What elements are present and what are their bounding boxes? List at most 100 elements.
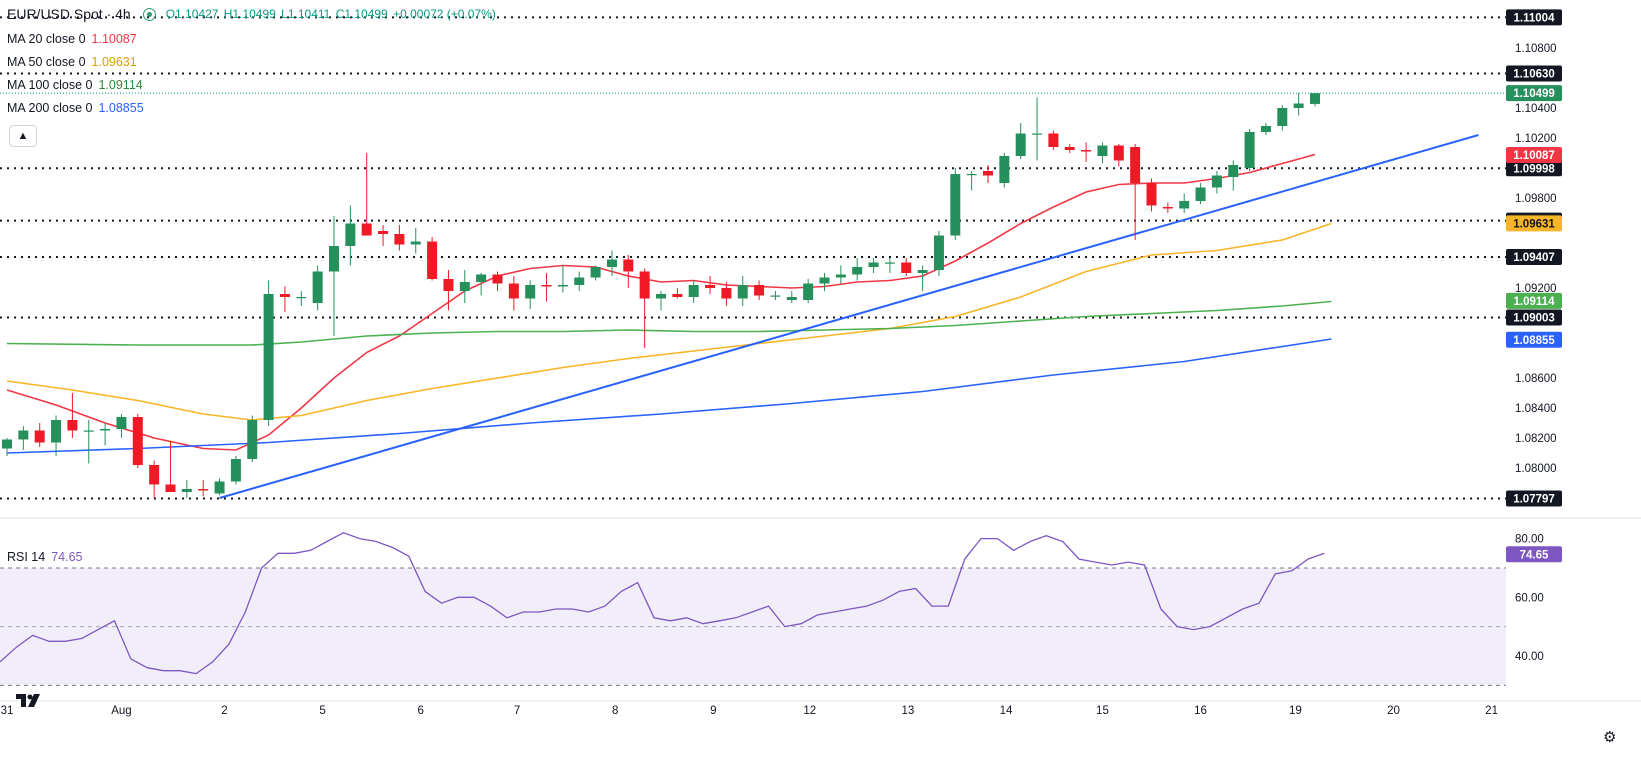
x-tick-label-5: 7 bbox=[514, 705, 520, 717]
candle-73 bbox=[1195, 183, 1206, 204]
trendline bbox=[219, 134, 1479, 499]
candle-29 bbox=[476, 273, 487, 296]
candle-body bbox=[688, 285, 699, 297]
candle-26 bbox=[427, 237, 438, 281]
candle-body bbox=[459, 282, 470, 291]
candle-71 bbox=[1162, 202, 1173, 213]
candle-body bbox=[574, 277, 585, 285]
legend-ma100-value: 1.09114 bbox=[98, 78, 143, 92]
candle-body bbox=[721, 288, 732, 299]
candle-body bbox=[51, 420, 62, 443]
rsi-current-label-box bbox=[1506, 546, 1562, 563]
price-line-label-6: 1.07797 bbox=[1506, 490, 1562, 507]
candle-body bbox=[1228, 165, 1239, 177]
candle-30 bbox=[492, 271, 503, 291]
candle-body bbox=[230, 459, 241, 482]
price-line-label-4-box bbox=[1506, 248, 1562, 265]
candle-68 bbox=[1113, 144, 1124, 167]
candle-body bbox=[1032, 133, 1043, 135]
x-tick-label-10: 14 bbox=[1000, 705, 1013, 717]
candle-36 bbox=[590, 265, 601, 281]
legend-ma50[interactable]: MA 50 close 0 1.09631 bbox=[7, 54, 137, 70]
x-tick-label-1: Aug bbox=[111, 705, 131, 717]
candle-62 bbox=[1015, 123, 1026, 159]
price-line-label-0-box bbox=[1506, 9, 1562, 26]
ohlc-close: C1.10499 bbox=[335, 7, 388, 21]
legend-ma200-label: MA 200 close 0 bbox=[7, 101, 93, 115]
current-price-label-box bbox=[1506, 85, 1562, 102]
x-tick-label-15: 21 bbox=[1485, 705, 1498, 717]
candle-13 bbox=[214, 478, 225, 495]
x-tick-label-4: 6 bbox=[417, 705, 423, 717]
ohlc-values: O1.10427 H1.10499 L1.10411 C1.10499 +0.0… bbox=[166, 7, 498, 21]
candle-body bbox=[410, 241, 421, 245]
candle-22 bbox=[361, 153, 372, 236]
ohlc-open: O1.10427 bbox=[165, 7, 219, 21]
candle-74 bbox=[1211, 171, 1222, 194]
candle-4 bbox=[67, 393, 78, 438]
legend-ma100[interactable]: MA 100 close 0 1.09114 bbox=[7, 77, 143, 93]
y-tick-label-6: 1.08400 bbox=[1515, 403, 1557, 415]
candle-body bbox=[247, 420, 258, 459]
candle-body bbox=[492, 274, 503, 284]
candle-10 bbox=[165, 441, 176, 492]
candle-43 bbox=[705, 276, 716, 294]
candle-21 bbox=[345, 205, 356, 266]
candle-body bbox=[868, 262, 879, 267]
collapse-legend-button[interactable]: ▲ bbox=[9, 125, 37, 147]
candle-body bbox=[18, 430, 29, 440]
candle-14 bbox=[230, 456, 241, 485]
candle-body bbox=[1130, 147, 1141, 183]
x-tick-label-14: 20 bbox=[1387, 705, 1400, 717]
current-price-label: 1.10499 bbox=[1506, 85, 1562, 102]
candle-32 bbox=[525, 280, 536, 309]
candle-body bbox=[1146, 183, 1157, 206]
current-price-label-text: 1.10499 bbox=[1513, 88, 1555, 100]
candle-48 bbox=[786, 291, 797, 303]
candle-body bbox=[737, 285, 748, 299]
candle-body bbox=[819, 277, 830, 284]
price-line-label-0: 1.11004 bbox=[1506, 9, 1562, 26]
candle-35 bbox=[574, 271, 585, 291]
legend-ma200[interactable]: MA 200 close 0 1.08855 bbox=[7, 100, 144, 116]
y-tick-label-1: 1.10400 bbox=[1515, 103, 1557, 115]
ohlc-high: H1.10499 bbox=[223, 7, 276, 21]
candle-72 bbox=[1179, 193, 1190, 213]
y-tick-label-2: 1.10200 bbox=[1515, 133, 1557, 145]
ma-line-ma50 bbox=[6, 222, 1332, 421]
tradingview-logo-icon[interactable] bbox=[14, 690, 42, 710]
candle-2 bbox=[34, 423, 45, 447]
candle-body bbox=[541, 285, 552, 287]
candle-42 bbox=[688, 280, 699, 303]
ma-line-ma100 bbox=[6, 300, 1332, 346]
legend-ma20[interactable]: MA 20 close 0 1.10087 bbox=[7, 31, 137, 47]
price-line-label-4: 1.09407 bbox=[1506, 248, 1562, 265]
gear-icon[interactable]: ⚙ bbox=[1603, 729, 1617, 746]
candle-3 bbox=[51, 415, 62, 456]
candle-body bbox=[917, 270, 928, 273]
price-line-label-5: 1.09003 bbox=[1506, 309, 1562, 326]
ma-axis-label-2-box bbox=[1506, 292, 1562, 309]
candle-27 bbox=[443, 270, 454, 311]
candle-12 bbox=[198, 480, 209, 497]
ma-axis-label-0-box bbox=[1506, 146, 1562, 163]
candle-54 bbox=[884, 258, 895, 273]
candle-body bbox=[754, 285, 765, 296]
candle-body bbox=[361, 223, 372, 236]
candle-55 bbox=[901, 258, 912, 276]
symbol-title[interactable]: EUR/USD Spot · 4h bbox=[7, 6, 131, 22]
candle-60 bbox=[983, 165, 993, 183]
candle-80 bbox=[1310, 93, 1320, 107]
candle-1 bbox=[18, 426, 29, 450]
rsi-pane bbox=[0, 531, 1506, 686]
candle-67 bbox=[1097, 142, 1108, 164]
candle-8 bbox=[132, 414, 143, 468]
x-tick-label-0: 31 bbox=[1, 705, 14, 717]
rsi-legend[interactable]: RSI 14 74.65 bbox=[7, 550, 83, 564]
x-tick-label-3: 5 bbox=[319, 705, 325, 717]
price-line-label-2: 1.09998 bbox=[1506, 160, 1562, 177]
candle-18 bbox=[296, 291, 307, 306]
candle-41 bbox=[672, 288, 683, 299]
candle-body bbox=[705, 285, 716, 288]
